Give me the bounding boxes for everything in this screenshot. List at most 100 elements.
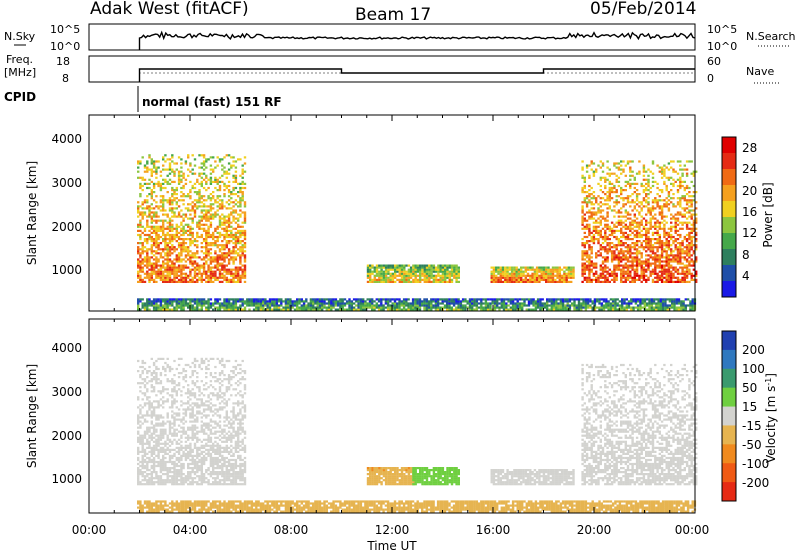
- heatmap-cell: [202, 154, 206, 157]
- heatmap-cell: [425, 274, 429, 277]
- heatmap-cell: [622, 168, 625, 171]
- heatmap-cell: [289, 298, 292, 301]
- heatmap-cell: [193, 260, 197, 263]
- heatmap-cell: [635, 240, 639, 243]
- heatmap-cell: [501, 274, 505, 277]
- heatmap-cell: [414, 272, 417, 275]
- heatmap-cell: [175, 260, 178, 263]
- heatmap-cell: [180, 170, 183, 173]
- heatmap-cell: [200, 278, 203, 281]
- heatmap-cell: [455, 306, 458, 309]
- heatmap-cell: [327, 298, 331, 301]
- heatmap-cell: [168, 258, 172, 261]
- heatmap-cell: [635, 221, 639, 224]
- heatmap-cell: [405, 278, 408, 281]
- heatmap-cell: [581, 242, 584, 245]
- heatmap-cell: [617, 242, 621, 245]
- heatmap-cell: [645, 193, 648, 196]
- heatmap-cell: [455, 298, 458, 301]
- heatmap-cell: [565, 268, 568, 271]
- heatmap-cell: [459, 302, 463, 305]
- heatmap-cell: [189, 225, 192, 228]
- heatmap-cell: [150, 276, 153, 279]
- heatmap-cell: [654, 223, 657, 226]
- heatmap-cell: [597, 231, 600, 234]
- heatmap-cell: [667, 258, 671, 261]
- heatmap-cell: [150, 256, 153, 259]
- heatmap-cell: [660, 172, 664, 175]
- heatmap-cell: [209, 223, 213, 226]
- heatmap-cell: [323, 300, 326, 303]
- heatmap-cell: [182, 248, 185, 251]
- heatmap-cell: [611, 302, 615, 305]
- heatmap-cell: [341, 298, 344, 301]
- heatmap-cell: [237, 201, 240, 204]
- heatmap-cell: [564, 306, 567, 309]
- heatmap-cell: [225, 184, 228, 188]
- heatmap-cell: [599, 201, 602, 204]
- heatmap-cell: [332, 304, 335, 307]
- heatmap-cell: [137, 483, 140, 486]
- heatmap-cell: [155, 280, 158, 283]
- heatmap-cell: [389, 264, 392, 267]
- heatmap-cell: [205, 270, 208, 273]
- heatmap-cell: [177, 270, 181, 273]
- heatmap-cell: [660, 227, 664, 230]
- heatmap-cell: [624, 223, 627, 226]
- heatmap-cell: [633, 221, 636, 224]
- heatmap-cell: [583, 201, 586, 204]
- heatmap-cell: [168, 162, 172, 165]
- heatmap-cell: [581, 166, 584, 169]
- heatmap-cell: [375, 280, 379, 283]
- heatmap-cell: [432, 270, 436, 273]
- heatmap-cell: [459, 304, 463, 307]
- heatmap-cell: [234, 176, 238, 179]
- heatmap-cell: [622, 272, 625, 275]
- heatmap-cell: [377, 304, 381, 307]
- heatmap-cell: [341, 308, 344, 311]
- heatmap-cell: [663, 244, 666, 247]
- heatmap-cell: [573, 302, 576, 305]
- heatmap-cell: [651, 201, 655, 204]
- heatmap-cell: [223, 260, 226, 263]
- heatmap-cell: [200, 205, 203, 208]
- heatmap-cell: [583, 213, 586, 216]
- heatmap-cell: [606, 227, 609, 230]
- heatmap-cell: [159, 184, 163, 188]
- heatmap-cell: [527, 298, 531, 301]
- heatmap-cell: [604, 270, 607, 273]
- heatmap-cell: [143, 272, 147, 275]
- heatmap-cell: [207, 250, 210, 253]
- heatmap-cell: [403, 272, 406, 275]
- heatmap-cell: [627, 302, 631, 305]
- heatmap-cell: [430, 298, 433, 301]
- heatmap-cell: [216, 244, 219, 247]
- heatmap-cell: [590, 160, 593, 163]
- heatmap-cell: [164, 213, 167, 216]
- heatmap-cell: [504, 270, 507, 273]
- heatmap-cell: [665, 262, 668, 265]
- heatmap-cell: [268, 302, 272, 305]
- heatmap-cell: [688, 248, 691, 251]
- heatmap-cell: [403, 276, 406, 279]
- heatmap-cell: [568, 306, 572, 309]
- heatmap-cell: [198, 308, 201, 311]
- heatmap-cell: [141, 213, 144, 216]
- power-cbar-step: [722, 233, 736, 250]
- heatmap-cell: [187, 238, 190, 241]
- heatmap-cell: [667, 235, 671, 239]
- heatmap-cell: [173, 172, 176, 175]
- heatmap-cell: [608, 189, 611, 192]
- heatmap-cell: [645, 270, 648, 273]
- heatmap-cell: [248, 308, 251, 311]
- heatmap-cell: [683, 164, 686, 167]
- heatmap-cell: [649, 262, 652, 265]
- heatmap-cell: [480, 298, 483, 301]
- heatmap-cell: [588, 164, 591, 167]
- heatmap-cell: [540, 266, 543, 269]
- heatmap-cell: [670, 217, 673, 220]
- heatmap-cell: [500, 302, 503, 305]
- heatmap-cell: [182, 213, 185, 216]
- heatmap-cell: [495, 274, 498, 277]
- heatmap-cell: [168, 268, 172, 271]
